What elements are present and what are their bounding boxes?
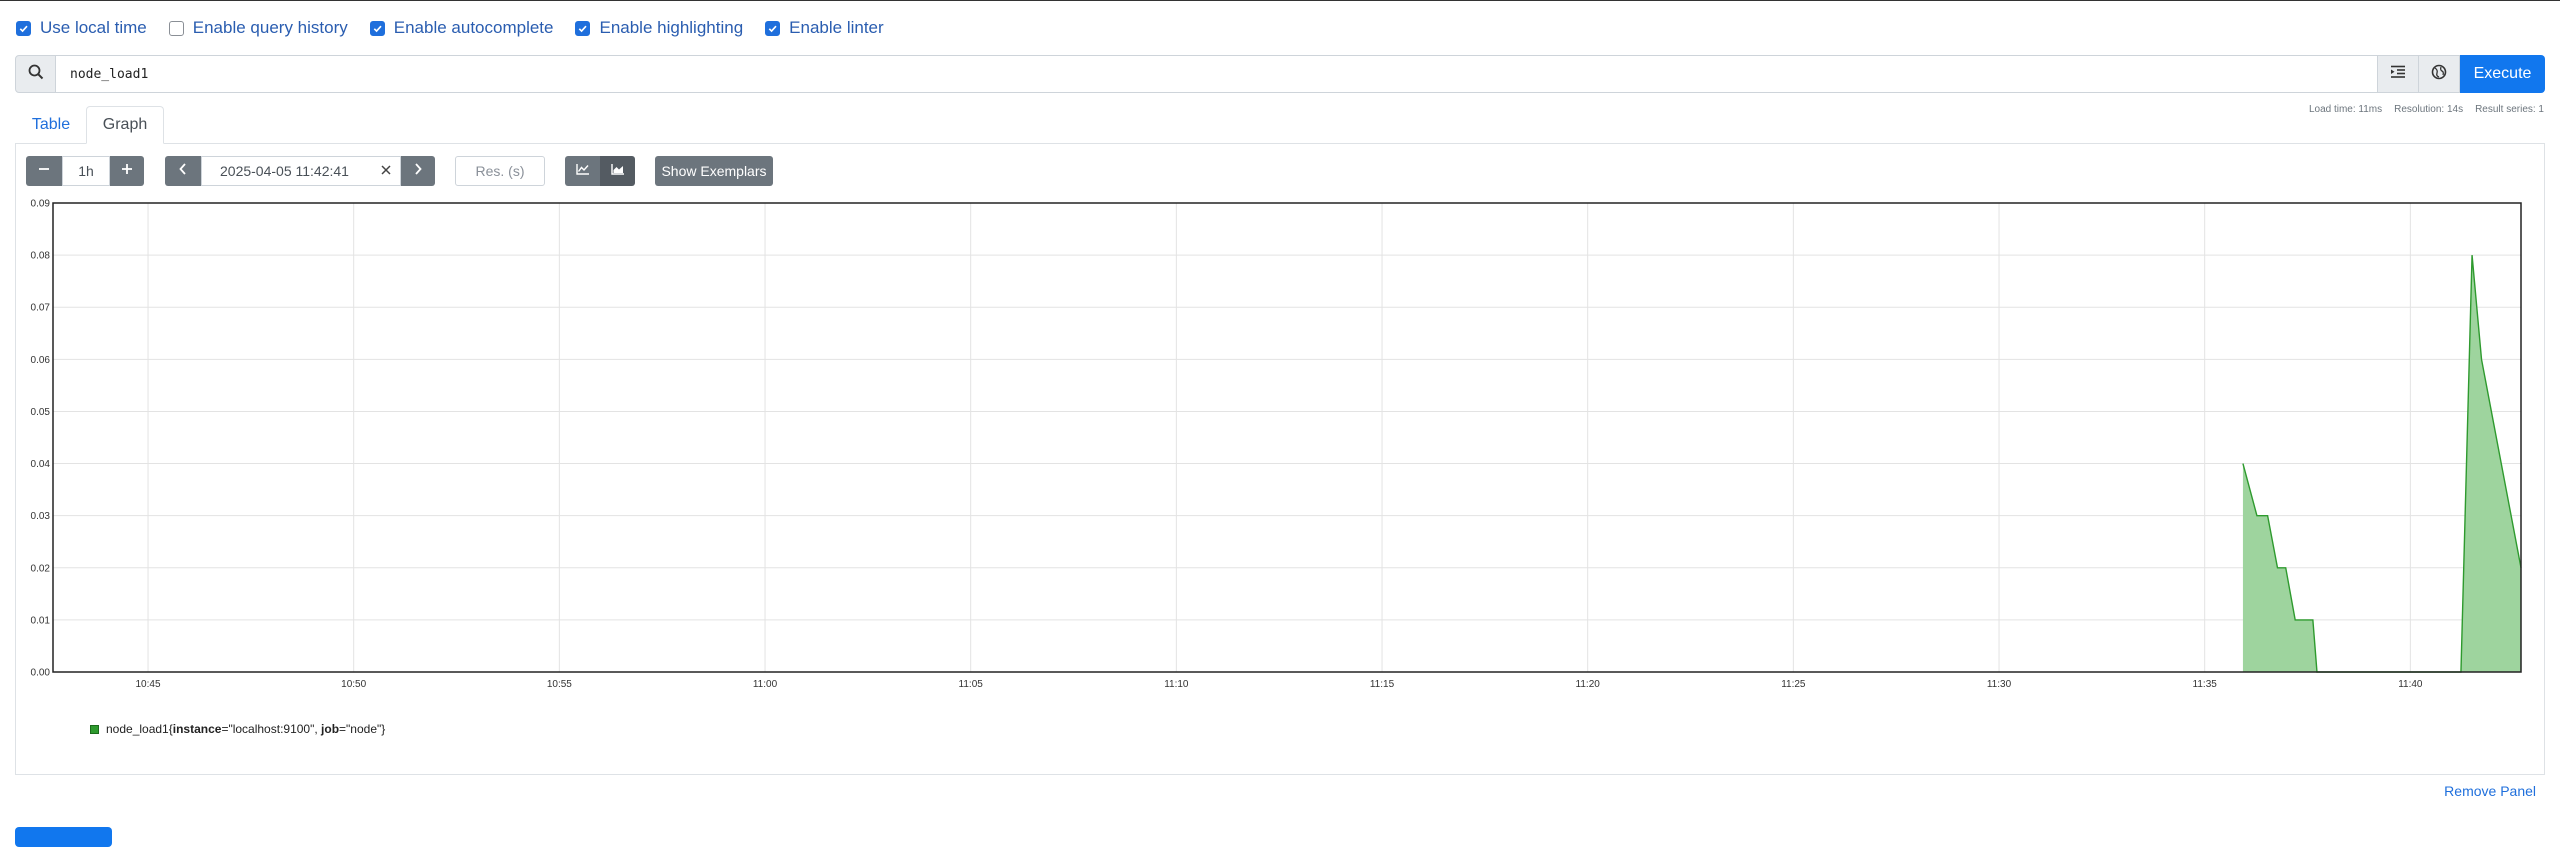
x-tick-label: 10:45 [136,679,161,690]
y-tick-label: 0.00 [31,668,51,679]
checkbox-checked-icon [369,20,385,36]
next-time-button[interactable] [401,156,435,186]
y-tick-label: 0.01 [31,615,51,626]
plot-frame [52,202,2522,673]
y-tick-label: 0.02 [31,563,51,574]
remove-panel-link[interactable]: Remove Panel [2444,783,2536,799]
result-series: Result series: 1 [2475,104,2544,115]
add-panel-button[interactable] [15,827,112,847]
previous-time-button[interactable] [165,156,201,186]
x-tick-label: 11:10 [1164,679,1189,690]
chevron-right-icon [413,162,423,180]
checkbox-checked-icon [575,20,591,36]
use-local-time-label: Use local time [40,18,147,37]
top-border [0,0,2560,1]
enable-linter-checkbox[interactable]: Enable linter [765,18,884,38]
end-time-input[interactable]: 2025-04-05 11:42:41 [201,156,401,186]
graph-panel [15,143,2545,775]
expression-input[interactable]: node_load1 [56,55,2378,93]
search-button[interactable] [15,55,56,93]
resolution-input[interactable]: Res. (s) [455,156,545,186]
x-tick-label: 11:15 [1370,679,1395,690]
enable-highlighting-label: Enable highlighting [599,18,744,37]
enable-query-history-checkbox[interactable]: Enable query history [168,18,348,38]
y-tick-label: 0.09 [31,199,51,210]
x-tick-label: 11:30 [1987,679,2012,690]
format-expression-button[interactable] [2378,55,2419,93]
resolution: Resolution: 14s [2394,104,2464,115]
decrease-range-button[interactable] [26,156,62,186]
plus-icon [121,162,133,180]
query-stats: Load time: 11ms Resolution: 14s Result s… [2309,104,2544,115]
enable-query-history-label: Enable query history [192,18,348,37]
enable-linter-label: Enable linter [789,18,884,37]
legend-item[interactable]: node_load1{instance="localhost:9100", jo… [90,722,385,736]
close-icon [381,162,391,180]
panel-tabs: Table Graph [16,106,2544,144]
legend-label: node_load1{instance="localhost:9100", jo… [106,722,386,736]
y-tick-label: 0.05 [31,407,51,418]
line-chart-button[interactable] [565,156,600,186]
x-tick-label: 10:55 [547,679,572,690]
x-tick-label: 11:25 [1781,679,1806,690]
range-input[interactable]: 1h [62,156,110,186]
clear-end-time-button[interactable] [372,157,400,185]
x-tick-label: 11:40 [2398,679,2423,690]
x-tick-label: 11:35 [2193,679,2218,690]
checkbox-unchecked-icon [168,20,184,36]
format-indent-icon [2390,65,2406,84]
load-time: Load time: 11ms [2308,104,2383,115]
checkbox-checked-icon [16,20,31,36]
query-options: Use local time Enable query history Enab… [16,17,906,39]
tab-graph[interactable]: Graph [86,106,164,144]
line-chart-icon [575,162,590,180]
enable-highlighting-checkbox[interactable]: Enable highlighting [575,18,743,38]
series-area [2242,255,2521,672]
globe-icon [2431,64,2447,85]
chevron-left-icon [178,162,188,180]
x-tick-label: 11:05 [959,679,984,690]
checkbox-checked-icon [765,20,781,36]
minus-icon [38,162,50,180]
y-tick-label: 0.04 [31,459,51,470]
y-tick-label: 0.08 [31,251,51,262]
show-exemplars-button[interactable]: Show Exemplars [655,156,773,186]
expression-bar: node_load1 Execute [15,55,2545,93]
tab-table[interactable]: Table [31,116,71,133]
x-tick-label: 10:50 [341,679,366,690]
execute-button[interactable]: Execute [2460,55,2545,93]
x-tick-label: 11:00 [753,679,778,690]
series-color-swatch [90,724,99,734]
enable-autocomplete-checkbox[interactable]: Enable autocomplete [369,18,554,38]
increase-range-button[interactable] [110,156,144,186]
area-chart-icon [610,162,625,180]
metrics-explorer-button[interactable] [2419,55,2460,93]
series-line [2242,255,2522,673]
y-tick-label: 0.03 [31,511,51,522]
enable-autocomplete-label: Enable autocomplete [393,18,554,37]
x-tick-label: 11:20 [1576,679,1601,690]
y-tick-label: 0.07 [31,303,51,314]
stacked-chart-button[interactable] [600,156,635,186]
use-local-time-checkbox[interactable]: Use local time [16,18,147,38]
search-icon [28,64,44,85]
y-tick-label: 0.06 [31,355,51,366]
